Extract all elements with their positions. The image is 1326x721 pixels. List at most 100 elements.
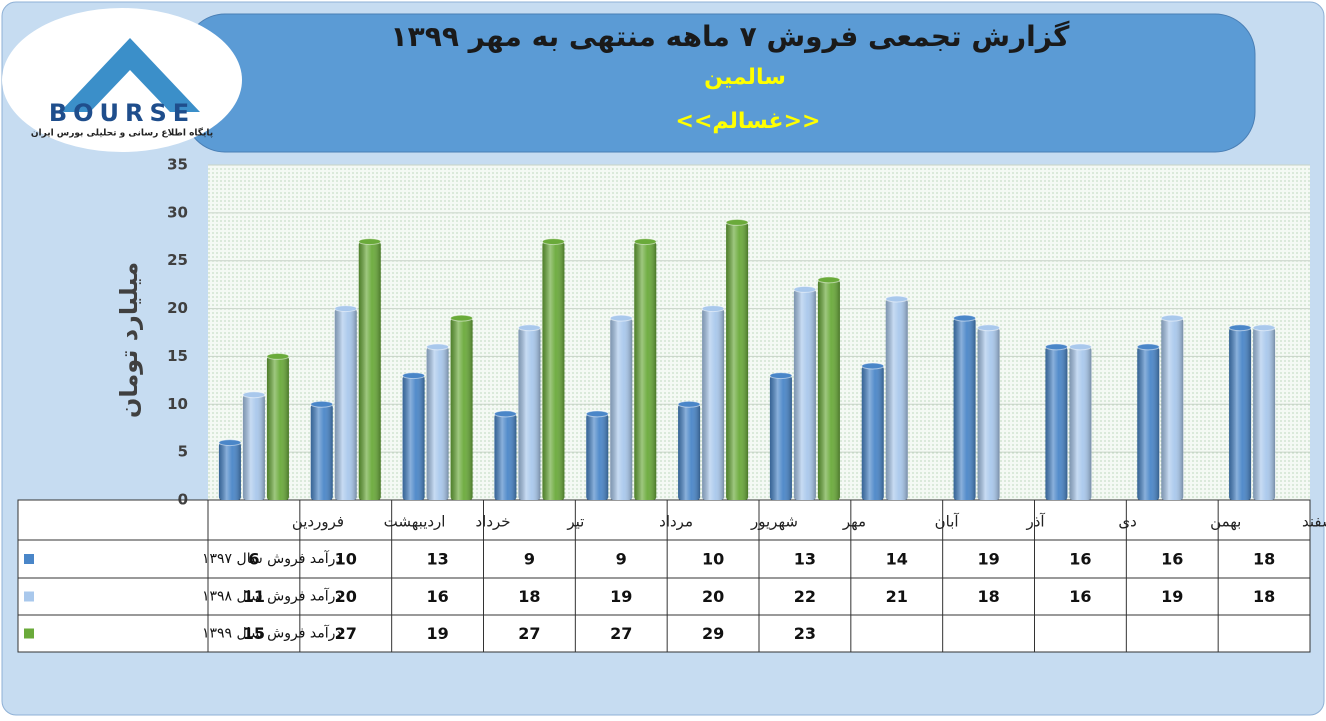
legend-label: درآمد فروش سال ۱۳۹۹ [202,625,342,642]
bar-cap [1252,324,1276,332]
bar-cap [769,372,793,380]
chart-annotation: <<غسالم>> [676,109,821,134]
bar-shading [977,327,1000,500]
x-tick-label: اسفند [1302,513,1326,531]
x-tick-label: فروردین [292,513,344,531]
x-tick-label: بهمن [1210,513,1241,531]
bar-shading [310,404,333,500]
table-value: 14 [886,550,908,569]
table-value: 16 [426,587,448,606]
bar-shading [218,442,241,500]
bar-shading [610,318,633,500]
y-tick-label: 35 [167,156,188,174]
y-tick-label: 20 [167,299,188,317]
legend-label: درآمد فروش سال ۱۳۹۷ [202,550,342,567]
bar-cap [1228,324,1252,332]
x-tick-label: مهر [842,513,866,531]
bar-cap [1044,343,1068,351]
table-value: 13 [426,550,448,569]
table-value: 18 [1253,550,1275,569]
bar-shading [1229,327,1252,500]
x-tick-label: آذر [1026,513,1046,531]
bar-cap [517,324,541,332]
table-value: 18 [1253,587,1275,606]
bar-cap [310,400,334,408]
bar-shading [1069,346,1092,500]
bar-cap [541,238,565,246]
data-table [17,499,1311,653]
table-value: 29 [702,624,724,643]
table-value: 27 [518,624,540,643]
table-value: 23 [794,624,816,643]
x-tick-label: شهریور [750,513,798,531]
table-value: 13 [794,550,816,569]
table-value: 18 [518,587,540,606]
table-value: 20 [335,587,357,606]
bar-cap [793,285,817,293]
table-value: 16 [1161,550,1183,569]
x-tick-label: تیر [566,513,584,531]
bar-cap [493,410,517,418]
bar-shading [402,375,425,500]
bar-shading [861,366,884,500]
bar-cap [218,439,242,447]
bar-shading [769,375,792,500]
bar-shading [494,413,517,500]
chart-subtitle: سالمین [704,65,786,90]
bar-shading [1253,327,1276,500]
table-value: 19 [610,587,632,606]
bar-cap [402,372,426,380]
bar-cap [817,276,841,284]
legend-marker [24,591,34,602]
bar-shading [518,327,541,500]
logo-tagline: پایگاه اطلاع رسانی و تحلیلی بورس ایران [31,127,213,139]
table-value: 19 [977,550,999,569]
table-value: 10 [702,550,724,569]
x-tick-label: خرداد [476,513,511,531]
plot-area [208,165,1310,500]
bar-shading [1161,318,1184,500]
table-value: 20 [702,587,724,606]
table-value: 15 [243,624,265,643]
bar-shading [358,241,381,501]
bar-cap [1068,343,1092,351]
bar-cap [358,238,382,246]
table-value: 19 [1161,587,1183,606]
bar-cap [953,314,977,322]
bar-shading [426,346,449,500]
bar-cap [885,295,909,303]
bar-cap [585,410,609,418]
table-value: 9 [524,550,535,569]
bar-shading [450,318,473,500]
table-value: 11 [243,587,265,606]
table-value: 27 [335,624,357,643]
table-value: 16 [1069,550,1091,569]
bar-cap [266,352,290,360]
bar-shading [953,318,976,500]
table-value: 22 [794,587,816,606]
table-value: 21 [886,587,908,606]
table-value: 10 [335,550,357,569]
bar-cap [725,218,749,226]
x-tick-label: دی [1118,513,1136,531]
bar-shading [586,413,609,500]
legend-marker [24,554,34,564]
bar-cap [1160,314,1184,322]
bar-cap [977,324,1001,332]
bar-shading [242,394,265,500]
table-value: 27 [610,624,632,643]
table-value: 16 [1069,587,1091,606]
bar-cap [633,238,657,246]
x-tick-label: مرداد [659,513,693,531]
bar-cap [242,391,266,399]
bar-shading [334,308,357,500]
bar-cap [334,305,358,313]
bar-shading [678,404,701,500]
logo-background [2,8,242,152]
y-tick-label: 15 [167,347,188,365]
x-tick-label: اردیبهشت [384,513,446,531]
y-axis-label: میلیارد تومان [115,262,143,418]
bar-shading [1137,346,1160,500]
y-tick-label: 30 [167,203,188,221]
